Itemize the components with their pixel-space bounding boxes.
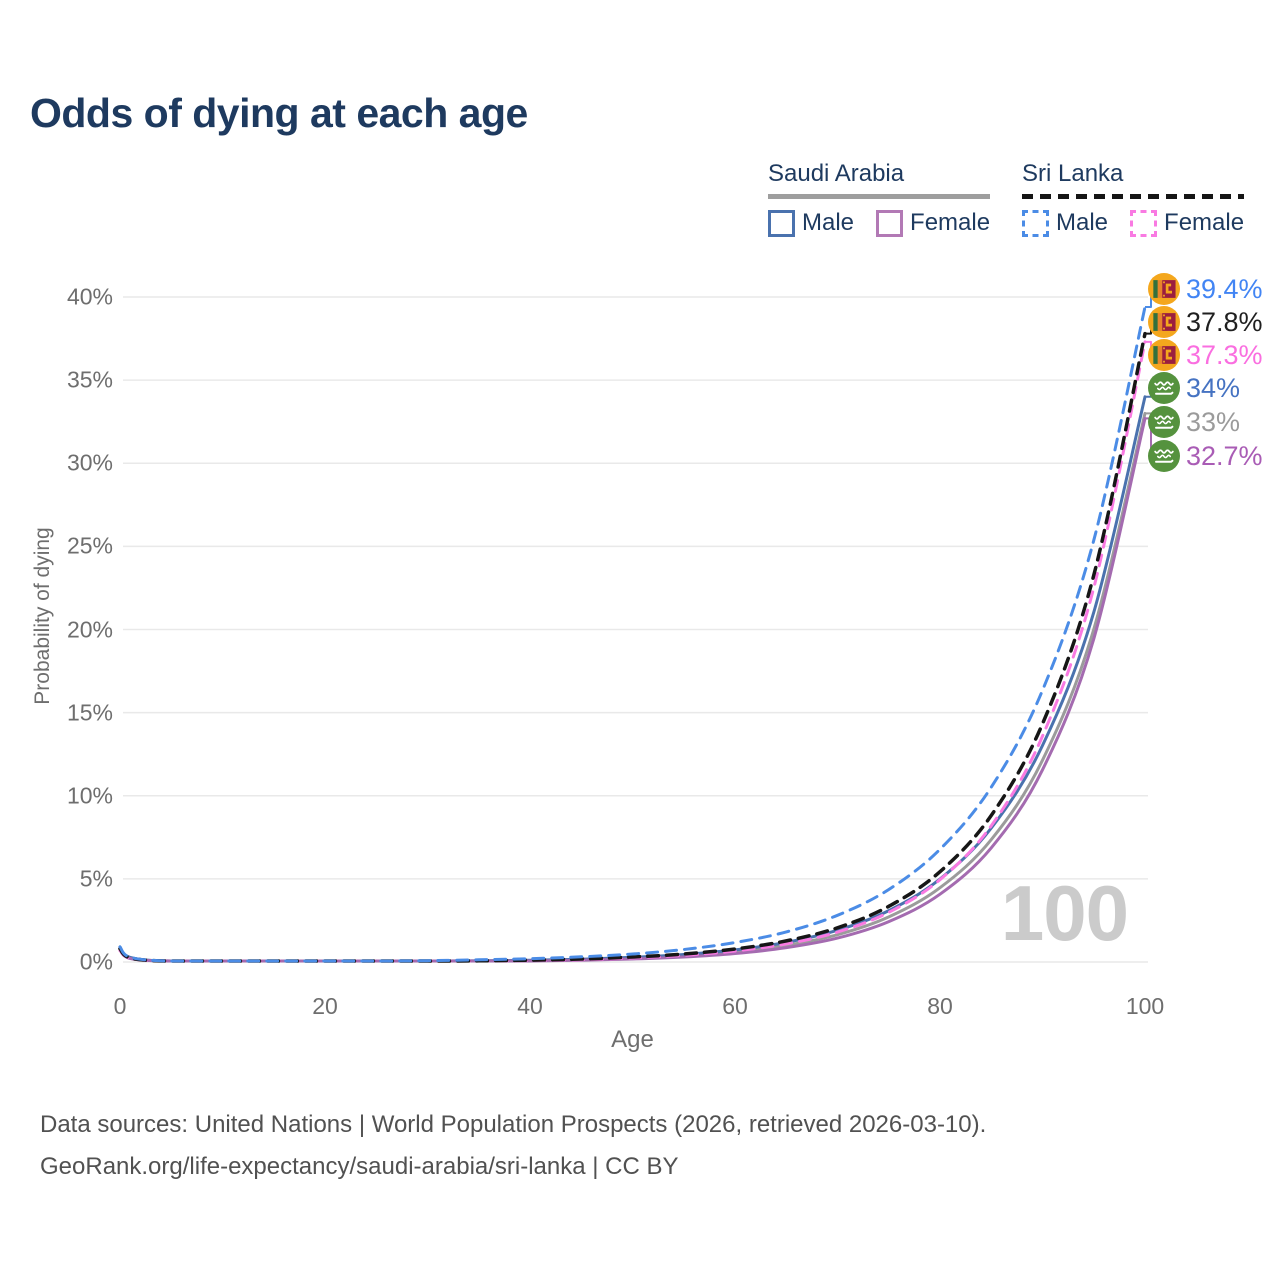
end-label-value: 39.4% bbox=[1186, 273, 1263, 304]
legend-item-label: Female bbox=[1164, 209, 1245, 236]
legend-item-label: Male bbox=[1056, 209, 1109, 236]
y-tick-label: 5% bbox=[79, 865, 113, 892]
end-label-saudi-arabia-female[interactable]: 32.7% bbox=[1148, 440, 1263, 472]
end-label-sri-lanka-male[interactable]: 39.4% bbox=[1148, 273, 1263, 305]
footer: Data sources: United Nations | World Pop… bbox=[40, 1104, 986, 1188]
legend-country-sri-lanka[interactable]: Sri Lanka bbox=[1022, 160, 1124, 187]
end-label-saudi-arabia-both-sexes[interactable]: 33% bbox=[1148, 406, 1240, 438]
end-label-saudi-arabia-male[interactable]: 34% bbox=[1148, 372, 1240, 404]
legend-item-label: Male bbox=[802, 209, 855, 236]
legend-item-srilanka-male[interactable]: Male bbox=[1022, 209, 1108, 237]
line-sri-lanka-both-sexes[interactable] bbox=[118, 331, 1147, 963]
x-axis-title: Age bbox=[611, 1026, 654, 1053]
y-tick-label: 20% bbox=[66, 616, 113, 642]
line-saudi-arabia-female[interactable] bbox=[118, 416, 1147, 963]
y-tick-label: 15% bbox=[66, 699, 113, 726]
end-label-value: 37.8% bbox=[1186, 306, 1263, 337]
end-label-value: 32.7% bbox=[1186, 440, 1263, 471]
sri-lanka-flag-icon bbox=[1148, 273, 1180, 305]
sri-lanka-line-style-swatch bbox=[1022, 194, 1245, 199]
saudi-female-swatch-icon bbox=[876, 209, 904, 237]
page-title: Odds of dying at each age bbox=[30, 90, 528, 136]
x-tick-label: 80 bbox=[927, 993, 953, 1019]
x-tick-label: 40 bbox=[517, 993, 543, 1019]
age-indicator: 100 bbox=[1000, 869, 1129, 957]
end-label-sri-lanka-both-sexes[interactable]: 37.8% bbox=[1148, 306, 1263, 338]
x-tick-label: 20 bbox=[312, 993, 338, 1019]
y-axis-title: Probability of dying bbox=[31, 527, 54, 705]
legend-item-label: Female bbox=[910, 209, 991, 236]
legend-country-saudi-arabia[interactable]: Saudi Arabia bbox=[768, 160, 905, 187]
saudi-arabia-flag-icon bbox=[1148, 372, 1180, 404]
end-label-sri-lanka-female[interactable]: 37.3% bbox=[1148, 339, 1263, 371]
srilanka-male-swatch-icon bbox=[1022, 209, 1049, 237]
legend-item-saudi-female[interactable]: Female bbox=[876, 209, 990, 237]
saudi-male-swatch-icon bbox=[768, 209, 795, 237]
end-label-value: 34% bbox=[1186, 372, 1241, 403]
y-tick-label: 0% bbox=[79, 948, 113, 975]
saudi-arabia-line-style-swatch bbox=[768, 194, 991, 199]
x-tick-label: 60 bbox=[722, 993, 748, 1019]
saudi-arabia-flag-icon bbox=[1148, 440, 1180, 472]
end-label-value: 37.3% bbox=[1186, 339, 1263, 370]
data-sources-text: Data sources: United Nations | World Pop… bbox=[40, 1111, 987, 1138]
saudi-arabia-flag-icon bbox=[1148, 406, 1180, 438]
y-tick-label: 25% bbox=[66, 532, 113, 559]
attribution-text: GeoRank.org/life-expectancy/saudi-arabia… bbox=[40, 1153, 679, 1180]
end-label-value: 33% bbox=[1186, 406, 1241, 437]
sri-lanka-flag-icon bbox=[1148, 339, 1180, 371]
y-tick-label: 30% bbox=[66, 449, 113, 476]
line-sri-lanka-male[interactable] bbox=[118, 305, 1147, 963]
y-tick-label: 35% bbox=[66, 366, 113, 393]
x-tick-label: 0 bbox=[113, 993, 127, 1019]
legend-group-sri-lanka: Sri Lanka Male Female bbox=[1022, 160, 1245, 237]
y-tick-label: 40% bbox=[66, 283, 113, 310]
srilanka-female-swatch-icon bbox=[1130, 209, 1158, 237]
x-tick-label: 100 bbox=[1125, 993, 1165, 1019]
legend-item-saudi-male[interactable]: Male bbox=[768, 209, 854, 237]
sri-lanka-flag-icon bbox=[1148, 306, 1180, 338]
legend-group-saudi-arabia: Saudi Arabia Male Female bbox=[768, 160, 991, 237]
y-tick-label: 10% bbox=[66, 782, 113, 809]
legend-item-srilanka-female[interactable]: Female bbox=[1130, 209, 1244, 237]
